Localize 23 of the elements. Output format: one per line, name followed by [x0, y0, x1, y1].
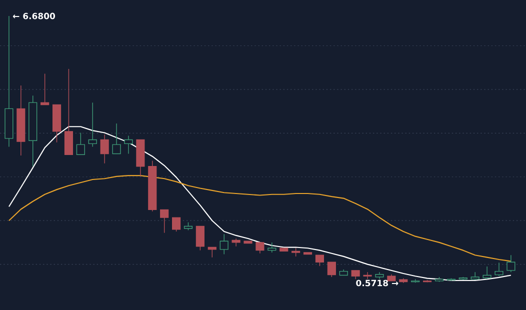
candlestick	[112, 123, 121, 154]
candlestick	[470, 272, 480, 280]
annotation: ← 6.6800	[12, 12, 56, 20]
candlestick	[208, 246, 216, 258]
candlestick	[124, 135, 133, 154]
candlestick	[160, 209, 169, 234]
candlestick	[482, 266, 492, 280]
candlestick	[40, 73, 50, 106]
candlestick	[327, 262, 336, 278]
candlestick	[172, 217, 181, 232]
candlestick	[100, 134, 109, 164]
candlestick	[64, 68, 74, 155]
candlestick	[88, 102, 97, 148]
candlestick	[232, 238, 240, 247]
candlestick	[256, 242, 264, 254]
candlestick	[494, 262, 504, 276]
candlestick	[315, 254, 324, 266]
candlestick	[220, 234, 228, 255]
candlestick	[76, 132, 85, 155]
candlestick	[363, 272, 372, 280]
annotation: 0.5718 →	[356, 280, 398, 286]
candlestick	[506, 254, 516, 273]
candlestick	[196, 226, 204, 251]
